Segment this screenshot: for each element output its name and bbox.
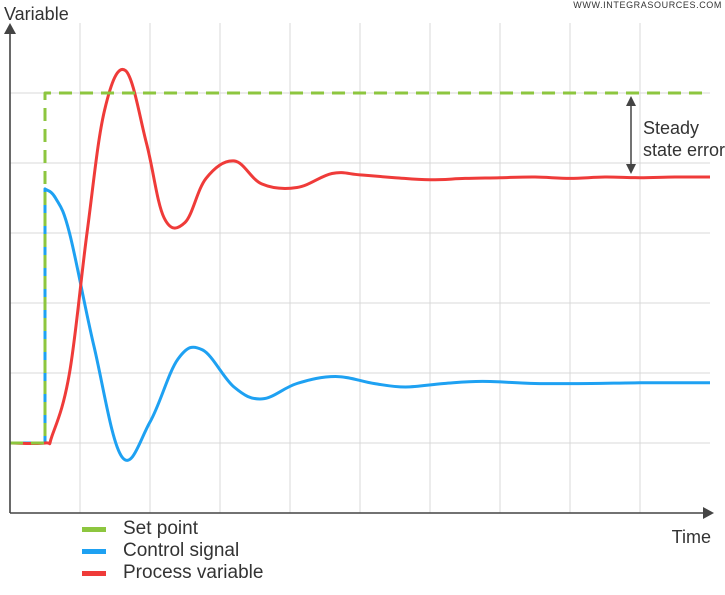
series-line-process-variable xyxy=(9,67,711,446)
legend-swatch-set-point xyxy=(82,526,106,532)
annotation-text: state error xyxy=(643,140,725,160)
watermark: WWW.INTEGRASOURCES.COM xyxy=(573,0,722,10)
legend-label-control-signal: Control signal xyxy=(123,540,240,561)
series-line-set-point xyxy=(10,91,710,445)
legend-item-process-variable: Process variable xyxy=(82,562,263,584)
x-axis-label: Time xyxy=(672,527,711,547)
annotation-text: Steady xyxy=(643,118,699,138)
y-axis-arrow-icon xyxy=(4,23,16,34)
legend-label-process-variable: Process variable xyxy=(123,562,264,583)
annotation-arrow-down-icon xyxy=(626,164,636,174)
grid xyxy=(10,23,710,513)
legend: Set point Control signal Process variabl… xyxy=(82,518,263,584)
legend-item-control-signal: Control signal xyxy=(82,540,263,562)
series-layer xyxy=(9,67,711,462)
series-line-control-signal xyxy=(10,187,711,462)
axes xyxy=(4,23,714,519)
y-axis-label: Variable xyxy=(4,4,69,24)
legend-item-set-point: Set point xyxy=(82,518,263,540)
annotation-arrow-up-icon xyxy=(626,96,636,106)
x-axis-arrow-icon xyxy=(703,507,714,519)
legend-label-set-point: Set point xyxy=(123,518,198,539)
legend-swatch-process-variable xyxy=(82,570,106,576)
legend-swatch-control-signal xyxy=(82,548,106,554)
